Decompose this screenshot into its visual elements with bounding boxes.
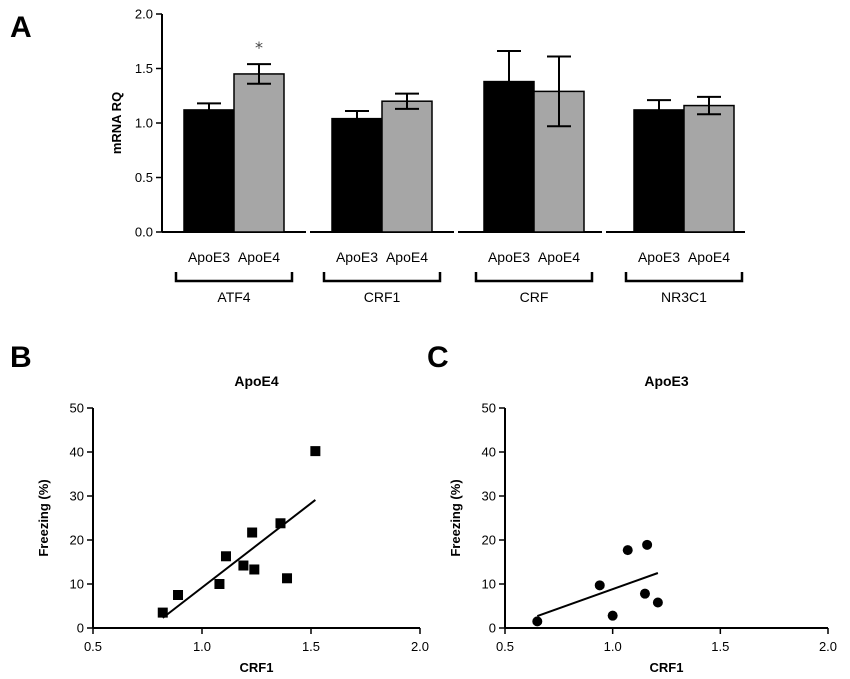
x-axis-title: CRF1 bbox=[650, 660, 684, 675]
data-point-square bbox=[247, 527, 258, 538]
bar-crf-apoe3 bbox=[483, 80, 535, 233]
bar-label: ApoE4 bbox=[538, 249, 580, 265]
regression-line bbox=[162, 499, 316, 619]
y-tick-label: 10 bbox=[482, 577, 496, 592]
bar-chart-mrna: 0.0 0.5 1.0 1.5 2.0 mRNA RQ ApoE3 * ApoE4 ATF4 Apo… bbox=[109, 7, 745, 305]
group-label: CRF bbox=[520, 289, 549, 305]
group-bracket bbox=[174, 272, 294, 283]
y-tick-label: 0.5 bbox=[135, 170, 153, 185]
y-tick-label: 1.0 bbox=[135, 116, 153, 131]
data-point-square bbox=[238, 560, 249, 571]
data-point-square bbox=[220, 551, 231, 562]
y-tick-label: 30 bbox=[482, 489, 496, 504]
bar-label: ApoE3 bbox=[188, 249, 230, 265]
x-tick-label: 1.5 bbox=[711, 639, 729, 654]
data-point-circle bbox=[622, 545, 633, 556]
data-point-circle bbox=[594, 580, 605, 591]
data-point-square bbox=[214, 579, 225, 589]
data-point-circle bbox=[642, 539, 653, 550]
chart-title: ApoE4 bbox=[234, 373, 279, 389]
y-tick-label: 0 bbox=[489, 621, 496, 636]
panel-label-c: C bbox=[427, 341, 449, 374]
bar-label: ApoE4 bbox=[386, 249, 428, 265]
y-tick-label: 50 bbox=[482, 401, 496, 416]
scatter-chart-apoe3: ApoE3 0 10 20 30 40 50 0.5 1.0 1.5 2.0 CRF1 Freezing… bbox=[448, 373, 837, 675]
y-tick-label: 50 bbox=[70, 401, 84, 416]
bar-label: ApoE3 bbox=[488, 249, 530, 265]
data-point-square bbox=[173, 590, 184, 600]
y-tick-label: 40 bbox=[70, 445, 84, 460]
y-tick-label: 1.5 bbox=[135, 61, 153, 76]
bar-label: ApoE4 bbox=[238, 249, 280, 265]
significance-star: * bbox=[255, 38, 263, 57]
data-point-circle bbox=[652, 597, 663, 608]
y-tick-label: 30 bbox=[70, 489, 84, 504]
y-tick-label: 10 bbox=[70, 577, 84, 592]
panel-label-a: A bbox=[10, 11, 32, 44]
bar-label: ApoE4 bbox=[688, 249, 730, 265]
x-tick-label: 1.0 bbox=[193, 639, 211, 654]
y-tick-label: 0 bbox=[77, 621, 84, 636]
group-label: ATF4 bbox=[217, 289, 250, 305]
group-label: NR3C1 bbox=[661, 289, 707, 305]
bar-crf1-apoe3 bbox=[331, 117, 383, 233]
y-axis-title: Freezing (%) bbox=[36, 479, 51, 556]
group-label: CRF1 bbox=[364, 289, 401, 305]
data-point-square bbox=[310, 446, 321, 457]
y-axis-title: Freezing (%) bbox=[448, 479, 463, 556]
y-axis-title: mRNA RQ bbox=[109, 92, 124, 154]
group-bracket bbox=[624, 272, 744, 283]
bar-label: ApoE3 bbox=[638, 249, 680, 265]
y-tick-label: 0.0 bbox=[135, 225, 153, 240]
data-point-square bbox=[157, 607, 168, 618]
data-point-circle bbox=[607, 610, 618, 621]
y-tick-label: 20 bbox=[70, 533, 84, 548]
x-tick-label: 2.0 bbox=[411, 639, 429, 654]
data-point-square bbox=[249, 564, 260, 575]
panel-label-b: B bbox=[10, 341, 32, 374]
group-bracket bbox=[474, 272, 594, 283]
bar-nr3c1-apoe4 bbox=[683, 104, 735, 233]
y-tick-label: 2.0 bbox=[135, 7, 153, 22]
x-tick-label: 1.5 bbox=[302, 639, 320, 654]
x-tick-label: 2.0 bbox=[819, 639, 837, 654]
data-point-square bbox=[282, 573, 293, 584]
group-bracket bbox=[322, 272, 442, 283]
data-point-square bbox=[275, 518, 286, 529]
x-tick-label: 1.0 bbox=[604, 639, 622, 654]
data-point-circle bbox=[532, 616, 543, 627]
bar-crf1-apoe4 bbox=[381, 100, 433, 233]
chart-title: ApoE3 bbox=[644, 373, 689, 389]
bar-nr3c1-apoe3 bbox=[633, 109, 685, 233]
x-tick-label: 0.5 bbox=[84, 639, 102, 654]
y-tick-label: 20 bbox=[482, 533, 496, 548]
x-tick-label: 0.5 bbox=[496, 639, 514, 654]
bar-atf4-apoe4 bbox=[233, 73, 285, 233]
y-tick-label: 40 bbox=[482, 445, 496, 460]
scatter-chart-apoe4: ApoE4 0 10 20 30 40 50 0.5 1.0 1.5 2.0 CRF1 Freezing… bbox=[36, 373, 429, 675]
bar-label: ApoE3 bbox=[336, 249, 378, 265]
data-point-circle bbox=[639, 588, 650, 599]
regression-line bbox=[536, 572, 659, 618]
x-axis-title: CRF1 bbox=[240, 660, 274, 675]
bar-atf4-apoe3 bbox=[183, 109, 235, 233]
